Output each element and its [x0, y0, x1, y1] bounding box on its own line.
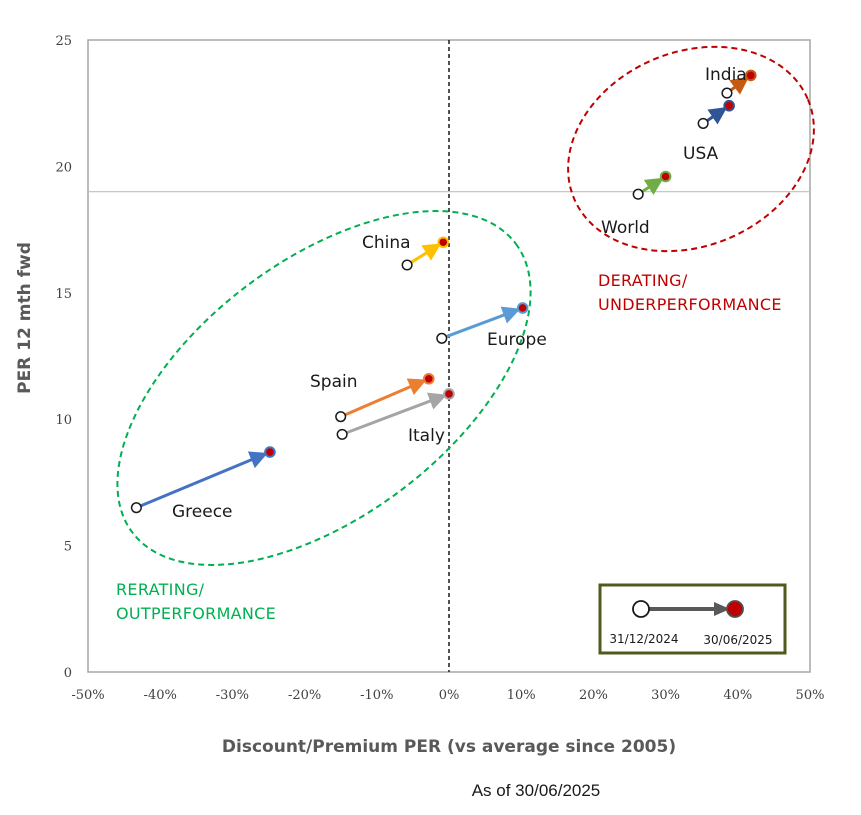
legend-box — [598, 583, 787, 655]
arrow-usa — [706, 106, 728, 125]
zones: DERATING/UNDERPERFORMANCE RERATING/OUTPER… — [116, 45, 815, 623]
end-point-india — [744, 69, 757, 82]
arrow-world — [641, 177, 664, 196]
start-point-china — [401, 259, 413, 271]
x-tick-label: -40% — [144, 688, 177, 703]
arrow-spain — [344, 378, 427, 417]
zone-label-1-1: OUTPERFORMANCE — [116, 604, 276, 623]
y-tick-label: 15 — [55, 287, 72, 302]
arrow-greece — [140, 451, 268, 508]
start-point-spain — [335, 411, 347, 423]
end-point-usa — [723, 99, 735, 112]
label-usa: USA — [683, 144, 719, 164]
zone-label-0-1: UNDERPERFORMANCE — [598, 295, 782, 314]
as-of-note: As of 30/06/2025 — [472, 781, 601, 800]
end-point-spain — [422, 372, 435, 385]
x-tick-label: -20% — [288, 688, 321, 703]
x-tick-label: 20% — [579, 688, 608, 703]
label-world: World — [601, 218, 650, 238]
x-tick-label: 0% — [439, 688, 460, 703]
y-tick-label: 0 — [64, 666, 72, 681]
reference-lines — [88, 40, 810, 672]
axis-ticks: -50% -40% -30% -20% -10% 0% 10% 20% 30% 40% 50% 0 5 1… — [55, 34, 824, 703]
y-axis-title: PER 12 mth fwd — [15, 242, 35, 394]
y-tick-label: 5 — [64, 540, 72, 555]
arrow-india — [729, 76, 750, 95]
x-tick-label: -10% — [360, 688, 393, 703]
label-china: China — [362, 233, 411, 253]
legend-end-marker — [726, 600, 744, 618]
y-tick-label: 25 — [55, 34, 72, 49]
label-italy: Italy — [408, 426, 445, 446]
point-labels: India USA World China Europe Spain Italy Greece — [172, 65, 747, 522]
end-point-europe — [516, 302, 529, 314]
x-tick-label: -30% — [216, 688, 249, 703]
x-tick-label: 10% — [507, 688, 536, 703]
x-axis-title: Discount/Premium PER (vs average since 2… — [222, 737, 676, 757]
label-greece: Greece — [172, 502, 233, 522]
end-point-china — [437, 236, 450, 249]
label-spain: Spain — [310, 372, 358, 392]
arrow-china — [410, 243, 442, 264]
label-europe: Europe — [487, 330, 547, 350]
x-tick-label: 30% — [651, 688, 680, 703]
legend-end-label: 30/06/2025 — [703, 633, 772, 647]
arrow-italy — [346, 392, 447, 435]
data-arrows — [130, 69, 757, 514]
start-point-greece — [130, 502, 142, 514]
y-tick-label: 20 — [55, 160, 72, 175]
x-tick-label: 40% — [723, 688, 752, 703]
legend-start-marker — [632, 600, 650, 618]
end-point-world — [659, 170, 672, 183]
start-point-italy — [336, 428, 348, 440]
zone-ellipse-1 — [116, 210, 532, 566]
zone-ellipse-0 — [567, 45, 815, 253]
start-point-world — [632, 188, 644, 200]
legend-arrowhead — [714, 602, 730, 616]
end-point-italy — [443, 388, 455, 400]
arrow-europe — [445, 306, 521, 338]
label-india: India — [705, 65, 747, 85]
x-tick-label: -50% — [71, 688, 104, 703]
start-point-europe — [436, 332, 448, 344]
y-tick-label: 10 — [55, 413, 72, 428]
zone-label-1-0: RERATING/ — [116, 580, 205, 599]
zone-label-0-0: DERATING/ — [598, 271, 688, 290]
start-point-india — [721, 87, 733, 99]
legend: 31/12/2024 30/06/2025 — [598, 583, 787, 655]
start-point-usa — [697, 117, 709, 129]
end-point-greece — [264, 446, 276, 458]
legend-start-label: 31/12/2024 — [609, 632, 678, 646]
x-tick-label: 50% — [796, 688, 825, 703]
